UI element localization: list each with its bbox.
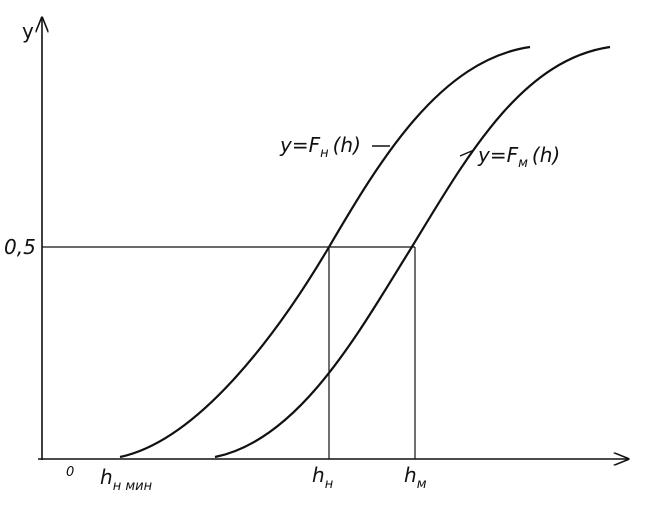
y-label: y <box>22 19 34 43</box>
curve-label: y=Fм (h) <box>477 143 560 171</box>
x-label: hн <box>312 463 334 492</box>
leader <box>459 149 475 157</box>
y-tick: 0,5 <box>4 235 36 259</box>
x-label: hн мин <box>100 465 153 494</box>
x-label: hм <box>404 463 427 492</box>
curve-label: y=Fн (h) <box>279 133 361 161</box>
curve-m <box>214 45 611 459</box>
origin: 0 <box>66 465 74 480</box>
curve-h <box>119 45 531 459</box>
